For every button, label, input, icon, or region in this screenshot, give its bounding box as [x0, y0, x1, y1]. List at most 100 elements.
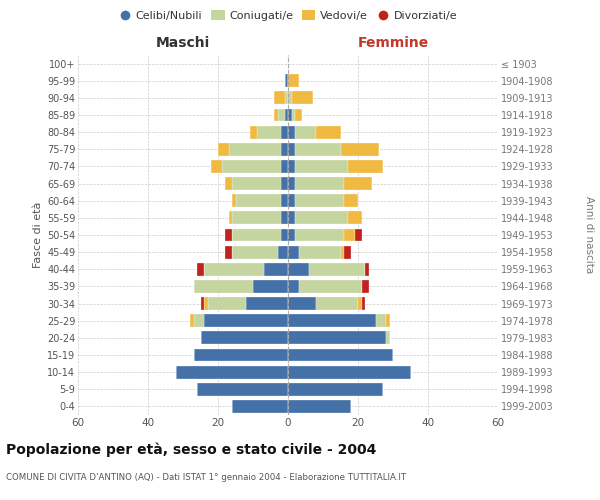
Bar [295, 160, 347, 173]
Bar [193, 314, 204, 327]
Text: Maschi: Maschi [156, 36, 210, 50]
Bar [193, 348, 288, 362]
Bar [347, 160, 383, 173]
Bar [288, 263, 309, 276]
Bar [281, 143, 288, 156]
Bar [232, 212, 281, 224]
Bar [281, 228, 288, 241]
Bar [292, 108, 295, 122]
Bar [288, 246, 299, 258]
Bar [193, 280, 253, 293]
Bar [197, 263, 204, 276]
Bar [257, 126, 281, 138]
Bar [316, 297, 358, 310]
Bar [281, 126, 288, 138]
Bar [288, 314, 376, 327]
Legend: Celibi/Nubili, Coniugati/e, Vedovi/e, Divorziati/e: Celibi/Nubili, Coniugati/e, Vedovi/e, Di… [116, 8, 460, 24]
Bar [200, 297, 204, 310]
Bar [274, 92, 284, 104]
Bar [235, 194, 281, 207]
Bar [284, 108, 288, 122]
Bar [281, 177, 288, 190]
Y-axis label: Fasce di età: Fasce di età [32, 202, 43, 268]
Bar [288, 383, 383, 396]
Text: Popolazione per età, sesso e stato civile - 2004: Popolazione per età, sesso e stato civil… [6, 442, 376, 457]
Bar [288, 297, 316, 310]
Bar [232, 194, 235, 207]
Bar [204, 297, 208, 310]
Bar [200, 332, 288, 344]
Bar [274, 108, 277, 122]
Bar [288, 126, 295, 138]
Bar [295, 126, 316, 138]
Bar [246, 297, 288, 310]
Bar [229, 143, 281, 156]
Bar [295, 194, 344, 207]
Bar [295, 177, 344, 190]
Bar [232, 228, 281, 241]
Bar [358, 297, 361, 310]
Bar [316, 126, 341, 138]
Bar [284, 74, 288, 87]
Bar [253, 280, 288, 293]
Bar [208, 297, 246, 310]
Text: Femmine: Femmine [358, 36, 428, 50]
Bar [288, 74, 299, 87]
Bar [281, 160, 288, 173]
Bar [341, 143, 379, 156]
Bar [299, 280, 361, 293]
Bar [288, 160, 295, 173]
Bar [225, 177, 232, 190]
Bar [204, 314, 288, 327]
Bar [288, 212, 295, 224]
Bar [277, 108, 284, 122]
Bar [221, 160, 281, 173]
Bar [295, 228, 344, 241]
Bar [232, 177, 281, 190]
Bar [295, 108, 302, 122]
Bar [292, 92, 313, 104]
Bar [281, 194, 288, 207]
Bar [225, 228, 232, 241]
Bar [344, 177, 372, 190]
Text: Anni di nascita: Anni di nascita [584, 196, 594, 274]
Bar [295, 143, 341, 156]
Bar [309, 263, 365, 276]
Bar [361, 280, 368, 293]
Bar [288, 92, 292, 104]
Text: COMUNE DI CIVITA D'ANTINO (AQ) - Dati ISTAT 1° gennaio 2004 - Elaborazione TUTTI: COMUNE DI CIVITA D'ANTINO (AQ) - Dati IS… [6, 472, 406, 482]
Bar [211, 160, 221, 173]
Bar [176, 366, 288, 378]
Bar [284, 92, 288, 104]
Bar [232, 246, 277, 258]
Bar [197, 383, 288, 396]
Bar [341, 246, 344, 258]
Bar [225, 246, 232, 258]
Bar [277, 246, 288, 258]
Bar [365, 263, 368, 276]
Bar [361, 297, 365, 310]
Bar [288, 143, 295, 156]
Bar [376, 314, 386, 327]
Bar [288, 366, 410, 378]
Bar [344, 228, 355, 241]
Bar [295, 212, 347, 224]
Bar [288, 228, 295, 241]
Bar [190, 314, 193, 327]
Bar [263, 263, 288, 276]
Bar [288, 177, 295, 190]
Bar [288, 332, 386, 344]
Bar [288, 108, 292, 122]
Bar [288, 194, 295, 207]
Bar [344, 246, 351, 258]
Bar [299, 246, 341, 258]
Bar [344, 194, 358, 207]
Bar [250, 126, 257, 138]
Bar [386, 314, 389, 327]
Bar [288, 400, 351, 413]
Bar [347, 212, 361, 224]
Bar [218, 143, 229, 156]
Bar [204, 263, 263, 276]
Bar [281, 212, 288, 224]
Bar [232, 400, 288, 413]
